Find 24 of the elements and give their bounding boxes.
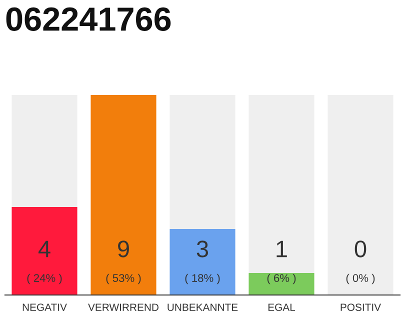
bar bbox=[248, 95, 314, 273]
x-tick-label: VERWIRREND bbox=[88, 304, 158, 311]
x-tick-label: UNBEKANNTE bbox=[168, 304, 238, 311]
annotation: ( 18% ) bbox=[185, 274, 220, 284]
bar bbox=[328, 95, 394, 295]
x-tick-label: EGAL bbox=[268, 304, 296, 311]
annotation: 9 bbox=[118, 240, 129, 258]
bar bbox=[12, 95, 78, 207]
bar bbox=[90, 95, 156, 295]
annotation: ( 53% ) bbox=[106, 274, 141, 284]
bar bbox=[248, 273, 314, 295]
x-tick-label: POSITIV bbox=[340, 304, 382, 311]
bar bbox=[12, 207, 78, 295]
annotation: 4 bbox=[38, 240, 50, 258]
annotation: ( 6% ) bbox=[267, 274, 296, 284]
annotation: 0 bbox=[354, 240, 366, 258]
chart-title: 062241766 bbox=[6, 7, 171, 31]
bar bbox=[170, 95, 236, 229]
annotation: 3 bbox=[196, 240, 208, 258]
bar bbox=[170, 229, 236, 295]
annotation: ( 0% ) bbox=[346, 274, 375, 284]
annotation: ( 24% ) bbox=[27, 274, 62, 284]
annotation: 1 bbox=[276, 240, 287, 258]
x-tick-label: NEGATIV bbox=[22, 304, 67, 311]
